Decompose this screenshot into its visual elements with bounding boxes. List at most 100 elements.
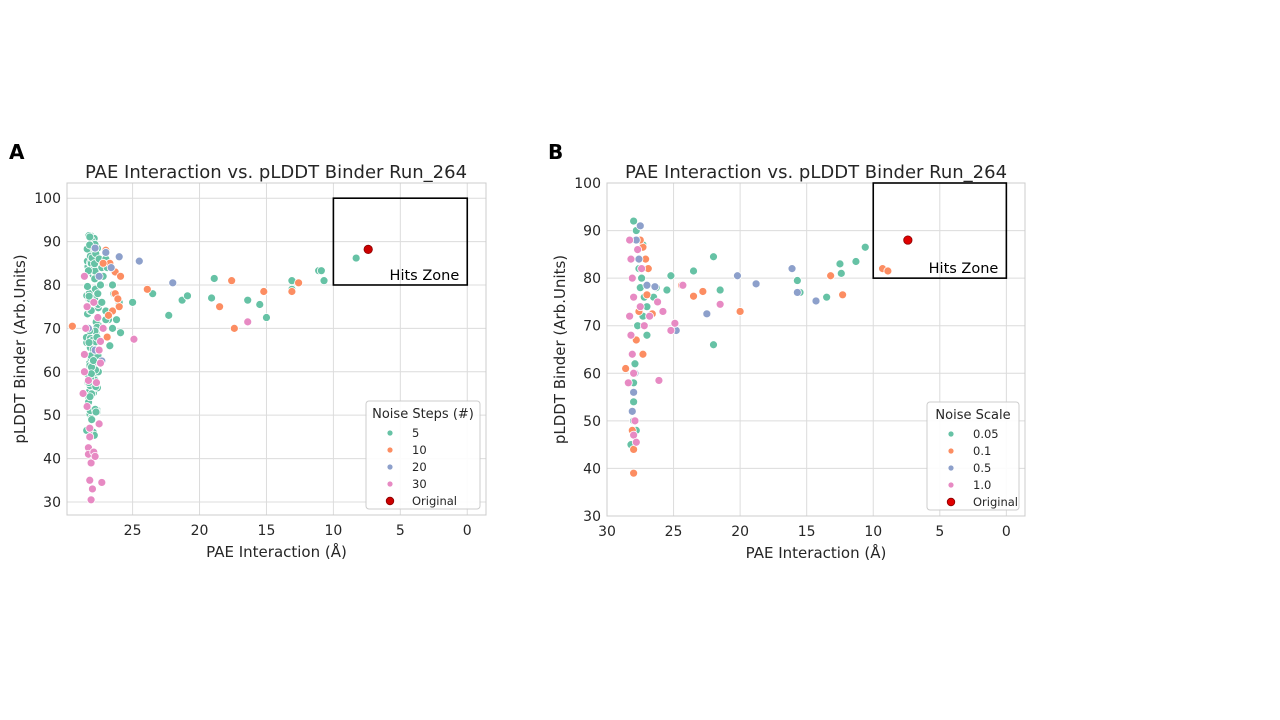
legend-marker bbox=[387, 464, 393, 470]
data-point bbox=[627, 406, 637, 416]
data-point bbox=[108, 280, 117, 290]
hits-zone-box bbox=[332, 197, 469, 286]
data-point bbox=[629, 397, 639, 407]
data-point bbox=[642, 330, 652, 340]
data-point bbox=[689, 291, 698, 301]
x-tick-label: 5 bbox=[935, 524, 944, 540]
chart-title: PAE Interaction vs. pLDDT Binder Run_264 bbox=[85, 162, 467, 183]
data-point bbox=[637, 264, 647, 274]
data-point bbox=[84, 338, 94, 348]
data-point bbox=[243, 317, 253, 327]
data-point bbox=[96, 337, 105, 346]
x-axis-label: PAE Interaction (Å) bbox=[746, 543, 887, 562]
data-point bbox=[625, 311, 635, 321]
data-point bbox=[80, 367, 89, 377]
scatter-points bbox=[621, 216, 913, 478]
data-point bbox=[94, 345, 104, 355]
data-point bbox=[836, 268, 846, 278]
data-point bbox=[93, 289, 103, 299]
data-point bbox=[86, 495, 96, 505]
data-point bbox=[735, 307, 745, 316]
data-point bbox=[630, 359, 640, 369]
x-tick-label: 10 bbox=[864, 524, 882, 540]
data-point bbox=[108, 323, 117, 333]
data-point bbox=[787, 264, 797, 274]
data-point bbox=[92, 378, 101, 388]
data-point bbox=[86, 458, 96, 468]
data-point bbox=[860, 242, 870, 252]
data-point bbox=[650, 282, 660, 292]
data-point bbox=[88, 484, 97, 494]
data-point bbox=[625, 235, 635, 245]
y-tick-label: 60 bbox=[583, 366, 601, 382]
legend-entry-label: Original bbox=[412, 494, 457, 508]
legend-marker bbox=[946, 497, 956, 507]
data-point bbox=[662, 285, 672, 295]
legend-marker bbox=[387, 481, 393, 487]
hits-zone-label: Hits Zone bbox=[390, 268, 460, 284]
data-point bbox=[287, 287, 297, 296]
data-point bbox=[87, 415, 97, 425]
legend: Noise Scale 0.05 0.1 0.5 1.0 Original bbox=[926, 401, 1020, 511]
legend: Noise Steps (#) 5 10 20 30 Original bbox=[365, 400, 481, 510]
legend-marker bbox=[948, 465, 954, 471]
data-point bbox=[259, 287, 269, 296]
scatter-points bbox=[67, 231, 373, 505]
legend-marker bbox=[948, 431, 954, 437]
original-point bbox=[903, 235, 913, 245]
data-point bbox=[91, 407, 101, 417]
data-point bbox=[629, 216, 639, 226]
x-tick-label: 0 bbox=[463, 523, 472, 539]
data-point bbox=[635, 302, 645, 312]
data-point bbox=[883, 266, 893, 276]
data-point bbox=[653, 297, 662, 307]
data-point bbox=[792, 288, 802, 297]
data-point bbox=[670, 318, 680, 328]
x-tick-label: 15 bbox=[798, 524, 816, 540]
data-point bbox=[835, 259, 845, 269]
data-point bbox=[82, 402, 92, 411]
y-axis-label: pLDDT Binder (Arb.Units) bbox=[551, 255, 569, 444]
data-point bbox=[227, 276, 237, 286]
data-point bbox=[113, 294, 123, 304]
data-point bbox=[106, 263, 116, 273]
data-point bbox=[90, 452, 100, 461]
y-tick-label: 40 bbox=[43, 452, 61, 468]
data-point bbox=[98, 258, 108, 268]
data-point bbox=[81, 323, 91, 333]
legend-title: Noise Scale bbox=[935, 408, 1010, 423]
data-point bbox=[629, 468, 639, 478]
y-tick-label: 40 bbox=[583, 461, 601, 477]
data-point bbox=[792, 276, 802, 285]
data-point bbox=[715, 299, 725, 309]
y-tick-label: 90 bbox=[583, 224, 601, 240]
data-point bbox=[666, 326, 676, 335]
data-point bbox=[689, 266, 698, 276]
data-point bbox=[851, 257, 861, 266]
x-tick-label: 5 bbox=[396, 523, 405, 539]
y-tick-label: 50 bbox=[43, 408, 61, 424]
x-tick-label: 20 bbox=[731, 524, 749, 540]
data-point bbox=[129, 334, 139, 344]
legend-entry-label: 1.0 bbox=[973, 478, 991, 492]
data-point bbox=[629, 387, 639, 397]
legend-entry-label: 10 bbox=[412, 443, 427, 457]
legend-title: Noise Steps (#) bbox=[372, 407, 474, 422]
data-point bbox=[715, 285, 725, 295]
data-point bbox=[97, 478, 107, 487]
data-point bbox=[164, 310, 174, 320]
data-point bbox=[709, 252, 718, 262]
data-point bbox=[626, 254, 636, 264]
data-point bbox=[811, 296, 821, 306]
data-point bbox=[104, 310, 113, 320]
data-point bbox=[85, 423, 95, 433]
data-point bbox=[128, 297, 137, 307]
data-point bbox=[698, 287, 708, 296]
data-point bbox=[627, 273, 637, 283]
legend-entry-label: 30 bbox=[412, 477, 427, 491]
y-tick-label: 70 bbox=[583, 319, 601, 335]
y-tick-label: 100 bbox=[34, 191, 61, 207]
data-point bbox=[85, 432, 95, 442]
hits-zone-label: Hits Zone bbox=[929, 261, 999, 277]
